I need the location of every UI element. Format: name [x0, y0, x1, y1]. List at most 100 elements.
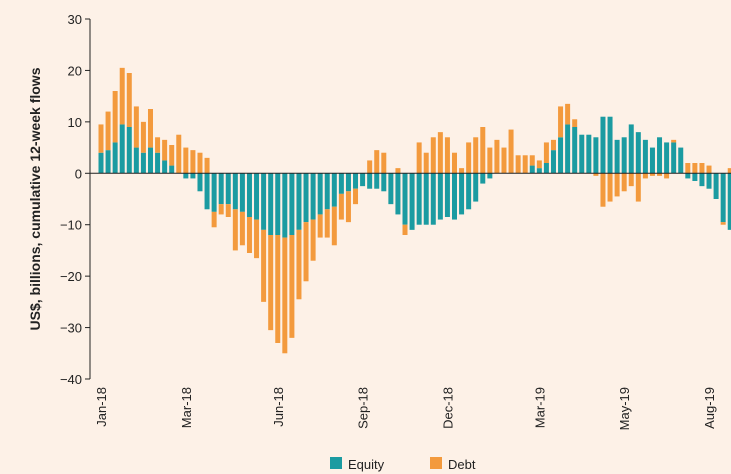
y-tick-label: −30	[60, 321, 82, 336]
bar	[232, 209, 238, 251]
bar	[593, 173, 599, 176]
x-tick-label: Dec-18	[440, 387, 455, 429]
bar	[487, 147, 493, 174]
bar	[353, 188, 359, 205]
bar	[416, 173, 422, 225]
bar	[543, 163, 549, 174]
bar	[657, 173, 663, 176]
bar	[246, 217, 252, 253]
bar	[600, 173, 606, 207]
bar	[254, 173, 260, 220]
bar	[162, 139, 168, 161]
bar	[459, 168, 465, 174]
bar	[529, 165, 535, 174]
bar	[197, 152, 203, 174]
bar	[381, 152, 387, 174]
bar	[324, 173, 330, 210]
bar	[649, 173, 655, 176]
bar	[289, 173, 295, 235]
legend-label: Debt	[448, 457, 476, 472]
bar	[282, 237, 288, 354]
bar	[119, 67, 125, 125]
bar	[331, 206, 337, 246]
bar	[706, 173, 712, 189]
y-tick-label: 10	[68, 115, 82, 130]
bar	[402, 173, 408, 225]
bar	[296, 229, 302, 300]
bar	[374, 150, 380, 174]
bar	[466, 173, 472, 210]
bar	[459, 173, 465, 215]
bar	[614, 139, 620, 174]
bar	[649, 147, 655, 174]
bar	[162, 160, 168, 174]
x-tick-label: Mar-19	[532, 387, 547, 428]
x-tick-label: Aug-19	[702, 387, 717, 429]
bar	[720, 173, 726, 223]
bar	[621, 173, 627, 192]
bar	[522, 155, 528, 174]
bar	[565, 124, 571, 174]
y-tick-label: −10	[60, 218, 82, 233]
bar	[685, 173, 691, 179]
bar	[169, 145, 175, 166]
x-tick-label: May-19	[617, 387, 632, 430]
bar	[642, 173, 648, 179]
bar	[727, 168, 731, 174]
bar	[345, 173, 351, 192]
bar	[183, 173, 189, 179]
bar	[239, 173, 245, 212]
bar	[367, 173, 373, 189]
bar	[183, 147, 189, 174]
bar	[713, 173, 719, 199]
bar	[374, 173, 380, 189]
x-tick-label: Sep-18	[356, 387, 371, 429]
bar	[614, 173, 620, 197]
bar	[416, 142, 422, 174]
bar	[155, 152, 161, 174]
bar	[289, 235, 295, 338]
bar	[119, 124, 125, 174]
bar	[635, 173, 641, 202]
bar	[140, 121, 146, 153]
bar	[466, 142, 472, 174]
bar	[494, 139, 500, 174]
bar	[437, 173, 443, 220]
bar	[565, 103, 571, 125]
bar	[664, 173, 670, 179]
bar	[275, 173, 281, 235]
legend-swatch	[330, 457, 342, 469]
bar	[558, 106, 564, 138]
bar	[402, 224, 408, 235]
bar	[409, 173, 415, 230]
bar	[331, 173, 337, 207]
bar	[536, 168, 542, 174]
bar	[98, 124, 104, 153]
bar	[133, 106, 139, 148]
bar	[225, 173, 231, 205]
bar	[671, 139, 677, 143]
bar	[423, 173, 429, 225]
bar	[727, 173, 731, 230]
bar	[317, 173, 323, 215]
bar	[395, 173, 401, 215]
bar	[338, 173, 344, 194]
bar	[190, 173, 196, 179]
bar	[699, 163, 705, 174]
bar	[720, 222, 726, 225]
bar	[381, 173, 387, 192]
bar	[324, 209, 330, 238]
bar	[572, 119, 578, 127]
bar	[338, 193, 344, 220]
bar	[232, 173, 238, 210]
bar	[536, 160, 542, 169]
bar	[593, 137, 599, 174]
bar	[268, 173, 274, 235]
bar	[317, 214, 323, 238]
bar	[501, 147, 507, 174]
bar	[204, 173, 210, 210]
bar	[678, 147, 684, 174]
bar	[246, 173, 252, 217]
bar	[529, 155, 535, 166]
